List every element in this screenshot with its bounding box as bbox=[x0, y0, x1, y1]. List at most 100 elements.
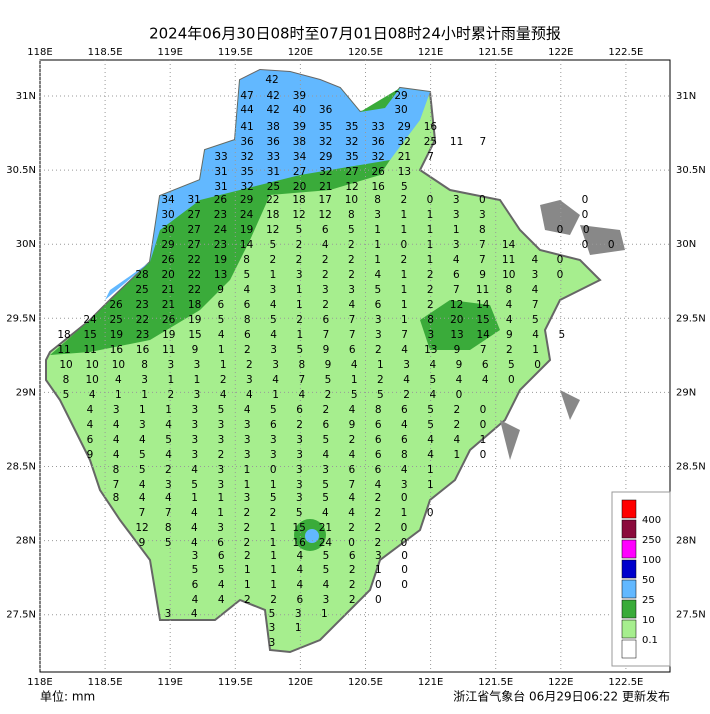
station-value: 16 bbox=[110, 344, 124, 356]
station-value: 5 bbox=[351, 389, 358, 401]
station-value: 7 bbox=[453, 284, 460, 296]
station-value: 7 bbox=[479, 239, 486, 251]
station-value: 8 bbox=[243, 254, 250, 266]
station-value: 0 bbox=[401, 579, 408, 591]
station-value: 1 bbox=[217, 507, 224, 519]
station-value: 1 bbox=[270, 479, 277, 491]
station-value: 16 bbox=[372, 181, 386, 193]
station-value: 4 bbox=[113, 419, 120, 431]
station-value: 4 bbox=[348, 507, 355, 519]
station-value: 35 bbox=[345, 121, 358, 133]
station-value: 15 bbox=[476, 314, 489, 326]
station-value: 21 bbox=[398, 151, 411, 163]
station-value: 5 bbox=[192, 564, 199, 576]
station-value: 3 bbox=[270, 434, 277, 446]
station-value: 12 bbox=[450, 299, 463, 311]
legend-label: 25 bbox=[642, 595, 655, 606]
lat-label: 29.5N bbox=[676, 313, 706, 324]
station-value: 2 bbox=[165, 464, 172, 476]
station-value: 2 bbox=[296, 239, 303, 251]
station-value: 6 bbox=[482, 359, 489, 371]
station-value: 47 bbox=[240, 90, 253, 102]
station-value: 0 bbox=[582, 209, 589, 221]
station-value: 2 bbox=[374, 537, 381, 549]
station-value: 4 bbox=[374, 269, 381, 281]
station-value: 4 bbox=[401, 464, 408, 476]
station-value: 3 bbox=[269, 622, 276, 634]
station-value: 20 bbox=[293, 181, 306, 193]
station-value: 4 bbox=[139, 479, 146, 491]
station-value: 15 bbox=[293, 522, 306, 534]
station-value: 1 bbox=[401, 284, 408, 296]
station-value: 4 bbox=[113, 449, 120, 461]
station-value: 2 bbox=[400, 254, 407, 266]
station-value: 15 bbox=[84, 329, 97, 341]
station-value: 5 bbox=[427, 404, 434, 416]
station-value: 0 bbox=[375, 579, 382, 591]
station-value: 5 bbox=[296, 344, 303, 356]
station-value: 4 bbox=[532, 284, 539, 296]
legend-label: 50 bbox=[642, 575, 655, 586]
station-value: 4 bbox=[375, 479, 382, 491]
station-value: 30 bbox=[394, 104, 407, 116]
station-value: 4 bbox=[506, 314, 513, 326]
station-value: 1 bbox=[427, 254, 434, 266]
station-value: 0 bbox=[557, 254, 564, 266]
station-value: 9 bbox=[323, 344, 330, 356]
station-value: 25 bbox=[135, 284, 148, 296]
station-value: 1 bbox=[217, 492, 224, 504]
station-value: 27 bbox=[188, 209, 201, 221]
station-value: 5 bbox=[325, 374, 332, 386]
station-value: 36 bbox=[240, 136, 254, 148]
station-value: 4 bbox=[482, 374, 489, 386]
station-value: 0 bbox=[427, 507, 434, 519]
station-value: 0 bbox=[557, 224, 564, 236]
station-value: 2 bbox=[375, 492, 382, 504]
station-value: 4 bbox=[349, 404, 356, 416]
station-value: 2 bbox=[348, 269, 355, 281]
station-value: 4 bbox=[351, 359, 358, 371]
station-value: 0 bbox=[582, 239, 589, 251]
station-value: 7 bbox=[348, 479, 355, 491]
station-value: 25 bbox=[267, 181, 280, 193]
legend-swatch bbox=[621, 599, 637, 619]
station-value: 22 bbox=[188, 254, 201, 266]
station-value: 2 bbox=[427, 269, 434, 281]
station-value: 1 bbox=[272, 389, 279, 401]
station-value: 5 bbox=[270, 492, 277, 504]
station-value: 14 bbox=[477, 329, 491, 341]
station-value: 5 bbox=[218, 314, 225, 326]
station-value: 10 bbox=[86, 359, 99, 371]
station-value: 13 bbox=[424, 344, 437, 356]
station-value: 9 bbox=[192, 344, 199, 356]
lat-label: 30N bbox=[16, 239, 36, 250]
station-value: 4 bbox=[453, 254, 460, 266]
station-value: 3 bbox=[453, 209, 460, 221]
station-value: 5 bbox=[218, 404, 225, 416]
station-value: 6 bbox=[375, 434, 382, 446]
station-value: 1 bbox=[400, 224, 407, 236]
station-value: 5 bbox=[322, 434, 329, 446]
station-value: 3 bbox=[270, 449, 277, 461]
station-value: 4 bbox=[165, 492, 172, 504]
station-value: 25 bbox=[424, 136, 437, 148]
station-value: 3 bbox=[191, 449, 198, 461]
station-value: 13 bbox=[398, 166, 411, 178]
station-value: 4 bbox=[322, 507, 329, 519]
legend-swatch bbox=[621, 579, 637, 599]
station-value: 23 bbox=[214, 209, 227, 221]
station-value: 4 bbox=[87, 404, 94, 416]
station-value: 8 bbox=[374, 194, 381, 206]
station-value: 2 bbox=[453, 419, 460, 431]
station-value: 3 bbox=[113, 404, 120, 416]
station-value: 9 bbox=[139, 537, 146, 549]
station-value: 3 bbox=[270, 344, 277, 356]
station-value: 12 bbox=[135, 522, 148, 534]
station-value: 2 bbox=[400, 194, 407, 206]
station-value: 2 bbox=[349, 564, 356, 576]
station-value: 2 bbox=[453, 404, 460, 416]
station-value: 5 bbox=[270, 404, 277, 416]
lon-label: 118E bbox=[27, 47, 52, 58]
station-value: 1 bbox=[351, 374, 358, 386]
station-value: 3 bbox=[139, 419, 146, 431]
